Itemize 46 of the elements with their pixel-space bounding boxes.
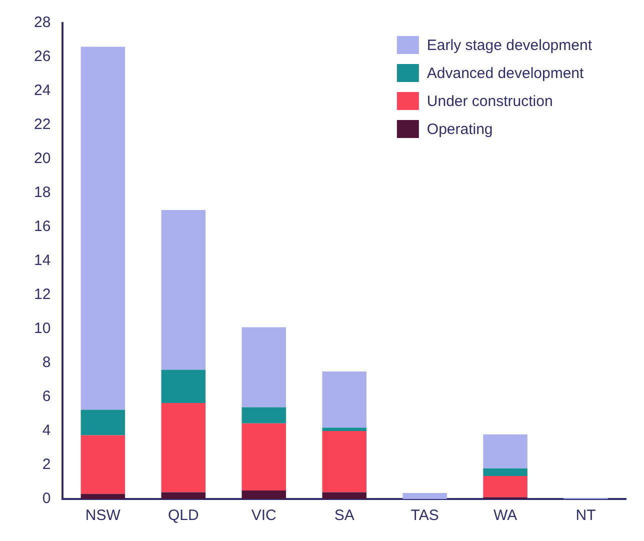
legend-label: Under construction <box>426 93 553 110</box>
y-tick-label: 28 <box>34 14 51 32</box>
y-tick-label: 22 <box>34 116 51 134</box>
x-tick-label: NSW <box>85 507 122 524</box>
y-tick-label: 14 <box>34 252 51 270</box>
bar <box>80 494 126 499</box>
x-tick-label: TAS <box>410 507 439 524</box>
bar <box>322 428 366 431</box>
bar <box>483 468 528 476</box>
x-tick-label: NT <box>576 507 596 524</box>
y-tick-label: 26 <box>34 48 51 66</box>
y-tick-label: 20 <box>34 150 51 168</box>
x-tick-label: SA <box>334 507 354 524</box>
y-tick-label: 8 <box>42 354 51 372</box>
bar <box>242 407 286 424</box>
y-tick-label: 6 <box>42 388 51 406</box>
y-tick-label: 4 <box>42 422 51 440</box>
bar <box>322 372 366 428</box>
bar <box>161 402 206 492</box>
y-tick-label: 12 <box>34 286 51 304</box>
y-tick-label: 24 <box>34 82 51 100</box>
y-tick-label: 16 <box>34 218 51 236</box>
x-tick-label: QLD <box>168 507 199 524</box>
bar <box>242 327 286 408</box>
y-tick-label: 18 <box>34 184 51 202</box>
x-tick-label: WA <box>493 507 518 524</box>
bar <box>483 476 528 498</box>
y-tick-label: 0 <box>42 490 51 508</box>
x-tick-label: VIC <box>251 507 277 524</box>
y-tick-label: 2 <box>42 456 51 474</box>
bar <box>483 434 528 468</box>
legend-label: Operating <box>426 121 493 138</box>
bar <box>161 210 206 370</box>
bar <box>242 423 286 490</box>
bar <box>402 493 447 499</box>
bar <box>80 46 126 410</box>
bar <box>80 435 126 494</box>
bar <box>322 431 366 492</box>
bar <box>242 490 286 499</box>
bar <box>161 370 206 403</box>
y-tick-label: 10 <box>34 320 51 338</box>
legend-label: Advanced development <box>426 65 585 82</box>
bar <box>161 492 206 499</box>
bar <box>322 492 366 499</box>
bar <box>80 410 126 436</box>
legend-label: Early stage development <box>426 37 593 54</box>
